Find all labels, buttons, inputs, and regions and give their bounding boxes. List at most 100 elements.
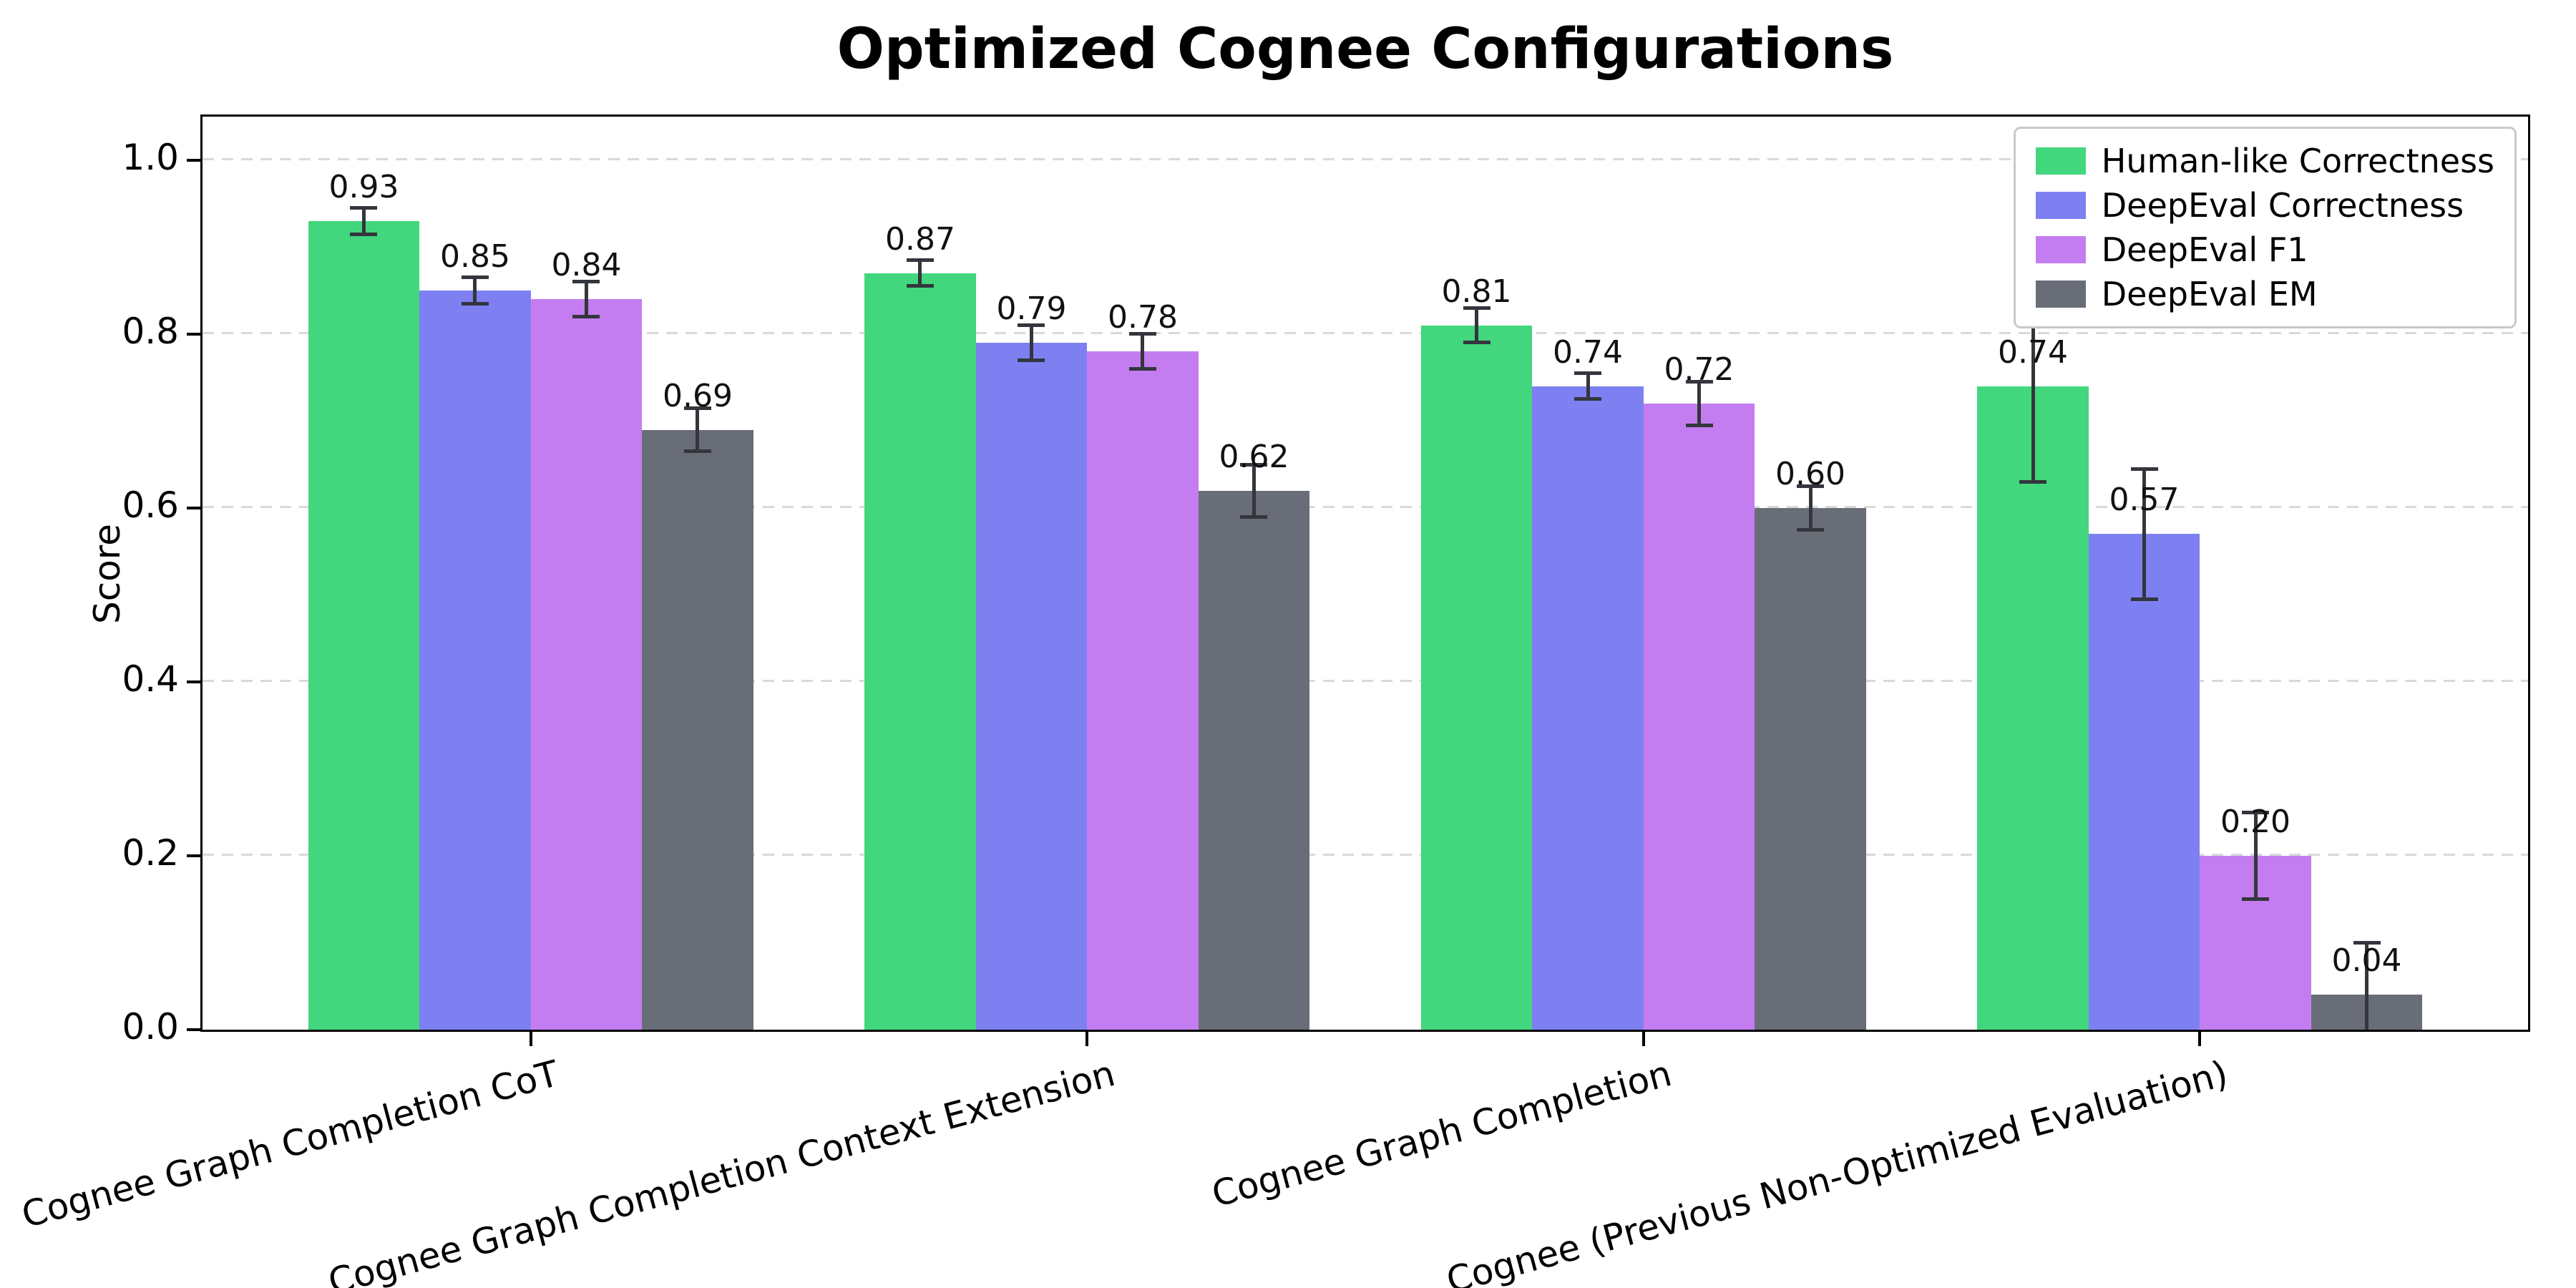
- error-bar-cap: [1240, 514, 1268, 519]
- gridline: [203, 853, 2528, 856]
- bar-value-label: 0.93: [328, 168, 399, 205]
- bar-value-label: 0.20: [2220, 803, 2290, 840]
- bar: [308, 220, 420, 1030]
- gridline: [203, 157, 2528, 160]
- bar: [1420, 325, 1533, 1030]
- legend-item: DeepEval EM: [2035, 275, 2494, 313]
- error-bar-cap: [2242, 897, 2270, 902]
- x-tick-label: Cognee Graph Completion CoT: [17, 1053, 563, 1236]
- legend-label: DeepEval F1: [2101, 230, 2308, 269]
- error-bar: [1808, 486, 1813, 530]
- legend-swatch: [2035, 147, 2086, 175]
- gridline: [203, 331, 2528, 334]
- error-bar: [361, 208, 366, 235]
- bar-value-label: 0.85: [439, 238, 510, 275]
- error-bar-cap: [1685, 380, 1713, 384]
- legend-label: DeepEval EM: [2101, 275, 2318, 313]
- bar: [530, 299, 643, 1030]
- error-bar-cap: [1128, 332, 1156, 336]
- error-bar-cap: [461, 275, 489, 280]
- legend-item: DeepEval Correctness: [2035, 186, 2494, 225]
- x-tick-mark: [2198, 1032, 2202, 1046]
- error-bar: [1252, 464, 1256, 517]
- error-bar-cap: [1463, 306, 1491, 310]
- error-bar-cap: [1463, 341, 1491, 345]
- bar-value-label: 0.79: [996, 290, 1067, 327]
- error-bar-cap: [2353, 940, 2381, 945]
- error-bar-cap: [2242, 810, 2270, 814]
- error-bar: [1475, 308, 1478, 343]
- bar-value-label: 0.81: [1441, 273, 1512, 310]
- bar-value-label: 0.69: [663, 377, 733, 414]
- y-tick-mark: [187, 854, 203, 857]
- y-tick-mark: [187, 506, 203, 509]
- legend-swatch: [2035, 280, 2086, 308]
- bar: [1755, 507, 1866, 1030]
- x-tick-mark: [1085, 1032, 1089, 1046]
- legend: Human-like Correctness DeepEval Correctne…: [2013, 127, 2517, 328]
- y-tick-label: 0.8: [122, 310, 179, 352]
- bar: [1532, 386, 1644, 1030]
- error-bar-cap: [1018, 358, 1045, 362]
- legend-item: Human-like Correctness: [2035, 142, 2494, 180]
- error-bar-cap: [906, 284, 934, 288]
- bar-value-label: 0.57: [2109, 482, 2180, 519]
- y-tick-label: 1.0: [122, 136, 179, 178]
- y-tick-mark: [187, 332, 203, 336]
- error-bar: [918, 260, 922, 286]
- bar-value-label: 0.84: [551, 247, 622, 284]
- error-bar: [696, 408, 700, 452]
- legend-swatch: [2035, 192, 2086, 219]
- error-bar: [2031, 291, 2035, 482]
- error-bar-cap: [350, 206, 378, 210]
- bar: [1087, 351, 1199, 1030]
- error-bar: [1029, 325, 1033, 361]
- error-bar: [1697, 381, 1701, 426]
- error-bar-cap: [683, 406, 711, 410]
- error-bar: [1141, 333, 1145, 369]
- error-bar-cap: [2019, 479, 2046, 484]
- gridline: [203, 679, 2528, 682]
- x-tick-mark: [1641, 1032, 1645, 1046]
- error-bar-cap: [1797, 527, 1824, 532]
- bar-value-label: 0.74: [1998, 333, 2068, 371]
- y-tick-label: 0.4: [122, 658, 179, 700]
- error-bar: [2253, 812, 2258, 899]
- y-tick-label: 0.6: [122, 484, 179, 526]
- error-bar-cap: [572, 280, 600, 284]
- bar: [1977, 386, 2089, 1030]
- bar-value-label: 0.04: [2331, 942, 2402, 980]
- legend-item: DeepEval F1: [2035, 230, 2494, 269]
- error-bar-cap: [2130, 467, 2158, 471]
- y-tick-label: 0.2: [122, 831, 179, 874]
- error-bar-cap: [1685, 423, 1713, 427]
- error-bar-cap: [572, 315, 600, 319]
- bar: [642, 429, 753, 1030]
- legend-label: DeepEval Correctness: [2101, 186, 2464, 225]
- x-tick-label: Cognee Graph Completion: [1207, 1053, 1676, 1216]
- bar: [1643, 404, 1755, 1030]
- bar: [419, 291, 531, 1030]
- x-tick-mark: [529, 1032, 532, 1046]
- y-tick-label: 0.0: [122, 1006, 179, 1048]
- legend-label: Human-like Correctness: [2101, 142, 2494, 180]
- gridline: [203, 505, 2528, 508]
- y-tick-mark: [187, 158, 203, 162]
- error-bar: [2142, 469, 2147, 600]
- error-bar-cap: [1018, 323, 1045, 328]
- error-bar: [1586, 373, 1590, 399]
- bar: [975, 342, 1088, 1030]
- legend-swatch: [2035, 236, 2086, 263]
- plot-area: Human-like Correctness DeepEval Correctne…: [200, 114, 2530, 1032]
- bar-value-label: 0.60: [1775, 455, 1845, 492]
- bar: [2088, 534, 2200, 1030]
- bar-value-label: 0.78: [1108, 299, 1178, 336]
- error-bar: [473, 277, 477, 304]
- bar-value-label: 0.87: [885, 220, 955, 258]
- error-bar-cap: [461, 301, 489, 306]
- error-bar-cap: [906, 258, 934, 263]
- error-bar-cap: [1797, 484, 1824, 488]
- chart-title: Optimized Cognee Configurations: [836, 17, 1894, 82]
- error-bar-cap: [1240, 462, 1268, 467]
- bar-value-label: 0.72: [1664, 351, 1735, 389]
